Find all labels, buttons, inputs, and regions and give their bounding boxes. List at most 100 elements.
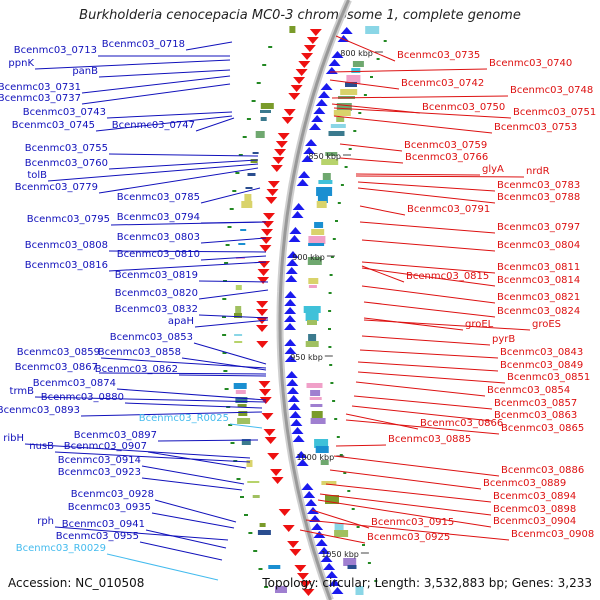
reverse-gene-arrow — [266, 189, 279, 196]
feature-block — [307, 257, 322, 265]
feature-block — [252, 495, 260, 498]
feature-block — [314, 439, 329, 448]
right-callout-line — [329, 469, 482, 490]
right-gene-label: groEL — [465, 319, 494, 330]
forward-gene-arrow — [298, 171, 311, 178]
left-callout-line — [157, 439, 259, 442]
feature-block — [241, 439, 251, 445]
feature-block — [305, 313, 319, 321]
left-gene-label: ribH — [3, 433, 24, 444]
tick-mark — [236, 478, 241, 480]
feature-block — [334, 523, 344, 530]
reverse-gene-arrow — [260, 237, 273, 244]
left-gene-label: Bcenmc03_0859 — [17, 347, 100, 358]
forward-gene-arrow — [284, 315, 297, 322]
left-gene-label: Bcenmc03_0867 — [15, 362, 98, 373]
right-gene-label: Bcenmc03_0821 — [497, 292, 580, 303]
reverse-gene-arrow — [275, 141, 288, 148]
reverse-gene-arrow — [278, 509, 291, 516]
right-gene-label: Bcenmc03_0766 — [405, 152, 488, 163]
left-gene-label: Bcenmc03_0923 — [58, 467, 141, 478]
feature-block — [325, 495, 339, 504]
tick-mark — [262, 64, 267, 66]
tick-mark — [224, 388, 229, 390]
forward-gene-arrow — [284, 347, 297, 354]
feature-block — [238, 411, 248, 416]
left-callout-line — [98, 167, 259, 194]
tick-mark — [224, 262, 229, 264]
tick-mark — [228, 424, 233, 426]
left-gene-label: Bcenmc03_0795 — [27, 214, 110, 225]
right-callout-line — [333, 107, 512, 119]
left-callout-line — [54, 451, 251, 463]
reverse-gene-arrow — [283, 109, 296, 116]
reverse-gene-arrow — [261, 221, 274, 228]
forward-gene-arrow — [311, 523, 324, 530]
tick-mark — [253, 550, 258, 552]
right-callout-line — [361, 261, 496, 274]
feature-block — [237, 418, 251, 424]
tick-mark — [223, 370, 228, 372]
feature-block — [334, 530, 349, 537]
reverse-gene-arrow — [277, 133, 290, 140]
left-callout-line — [124, 402, 263, 409]
right-gene-label: Bcenmc03_0915 — [371, 517, 454, 528]
reverse-gene-arrow — [309, 29, 322, 36]
left-gene-label: nusB — [29, 441, 54, 452]
feature-block — [238, 243, 246, 245]
left-gene-label: Bcenmc03_0928 — [71, 489, 154, 500]
tick-mark — [227, 226, 232, 228]
feature-block — [311, 229, 325, 235]
callout-lines — [24, 35, 531, 581]
right-gene-label: Bcenmc03_0742 — [401, 78, 484, 89]
forward-gene-arrow — [328, 59, 341, 66]
right-callout-line — [329, 79, 400, 90]
reverse-gene-arrow — [257, 277, 270, 284]
right-gene-label: Bcenmc03_0751 — [513, 107, 596, 118]
left-callout-line — [95, 115, 233, 132]
forward-gene-arrow — [296, 459, 309, 466]
right-gene-label: Bcenmc03_0863 — [494, 410, 577, 421]
right-gene-label: nrdR — [526, 166, 550, 177]
right-callout-line — [329, 68, 488, 73]
feature-block — [245, 187, 253, 189]
right-gene-label: Bcenmc03_0750 — [422, 102, 505, 113]
feature-block — [321, 159, 339, 165]
left-callout-line — [178, 374, 267, 377]
feature-block — [314, 222, 324, 228]
forward-gene-arrow — [286, 259, 299, 266]
feature-block — [240, 229, 247, 231]
tick-mark — [240, 496, 244, 498]
reverse-gene-arrow — [267, 181, 280, 188]
right-callout-line — [363, 301, 496, 318]
right-gene-label: Bcenmc03_0797 — [497, 222, 580, 233]
reverse-gene-arrow — [270, 165, 283, 172]
tick-mark — [340, 184, 344, 186]
left-callout-line — [181, 357, 267, 371]
tick-mark — [334, 418, 338, 420]
left-gene-label: Bcenmc03_0808 — [25, 240, 108, 251]
right-callout-line — [305, 519, 510, 541]
right-callout-line — [361, 285, 496, 304]
tick-mark — [328, 346, 332, 348]
left-callout-line — [108, 159, 259, 170]
left-gene-label: Bcenmc03_0718 — [102, 39, 185, 50]
left-gene-label: tolB — [27, 170, 47, 181]
left-gene-label: Bcenmc03_0935 — [68, 502, 151, 513]
forward-gene-arrow — [328, 579, 341, 586]
reverse-gene-arrow — [256, 341, 269, 348]
tick-mark — [353, 130, 357, 132]
feature-block — [289, 26, 296, 33]
right-callout-line — [355, 173, 481, 176]
feature-block — [259, 523, 266, 527]
tick-mark — [242, 136, 247, 138]
tick-mark — [328, 292, 332, 294]
topology-text: Topology: circular; Length: 3,532,883 bp… — [262, 576, 592, 590]
feature-block — [268, 565, 281, 569]
right-callout-line — [361, 267, 496, 287]
forward-gene-arrow — [284, 339, 297, 346]
tick-mark — [225, 244, 230, 246]
tick-mark — [258, 568, 263, 570]
left-gene-label: Bcenmc03_0745 — [12, 120, 95, 131]
feature-block — [246, 460, 253, 467]
